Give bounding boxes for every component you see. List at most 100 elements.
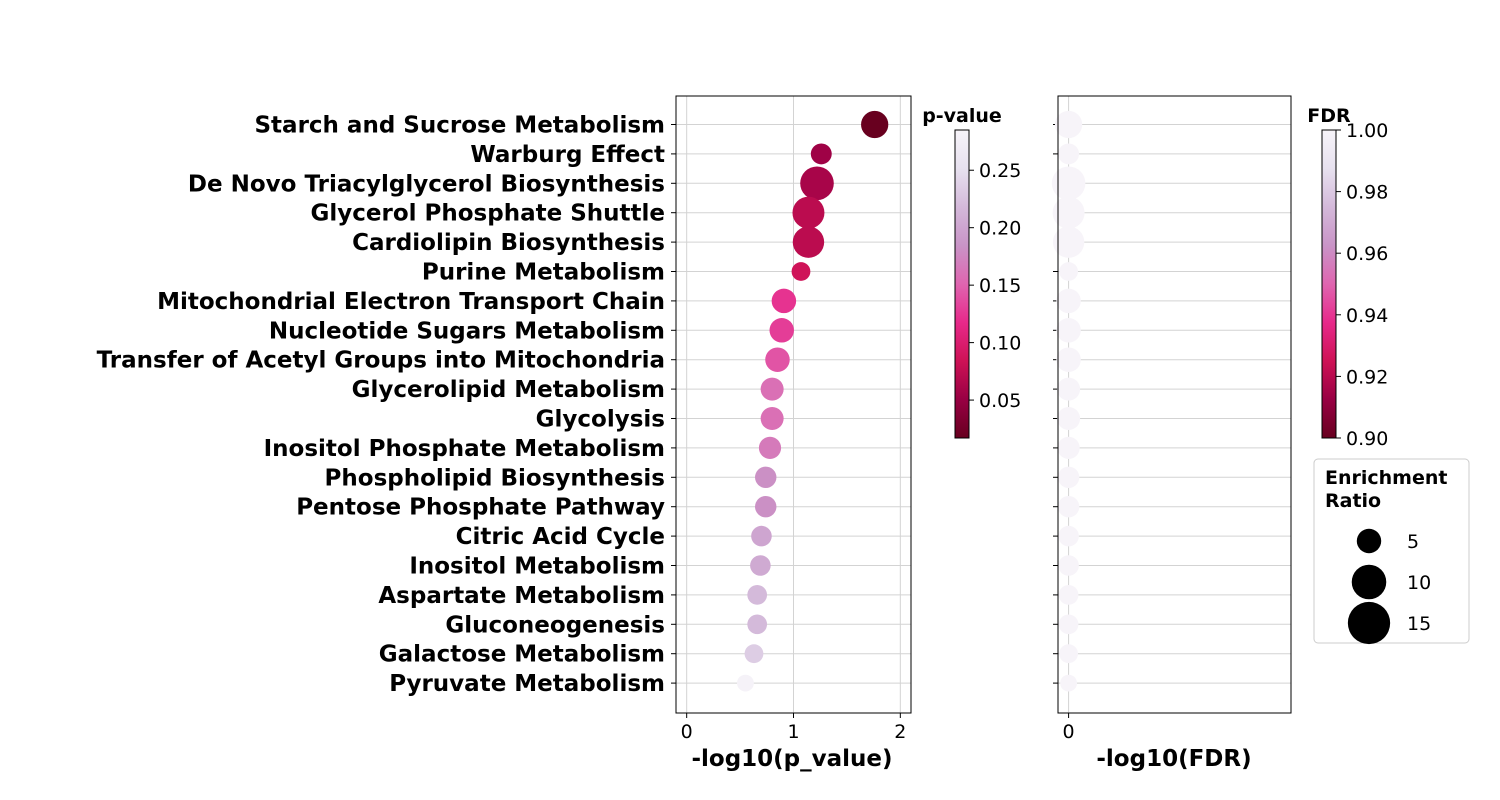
- pvalue-colorbar-tick-label: 0.20: [979, 218, 1021, 240]
- legend-size-label: 15: [1407, 613, 1431, 635]
- fdr-x-tick-label: 0: [1063, 721, 1075, 743]
- fdr-point: [1059, 262, 1078, 281]
- pvalue-point: [792, 226, 825, 258]
- category-label: Starch and Sucrose Metabolism: [254, 113, 665, 139]
- fdr-x-axis-label: -log10(FDR): [1096, 746, 1251, 772]
- pvalue-colorbar-tick-label: 0.05: [979, 390, 1021, 412]
- pvalue-colorbar-title: p-value: [922, 105, 1002, 127]
- fdr-point: [1057, 406, 1081, 431]
- fdr-x-ticks: 0: [1063, 713, 1075, 743]
- legend-size-marker: [1356, 528, 1382, 554]
- pvalue-point: [755, 495, 777, 518]
- category-label: Galactose Metabolism: [379, 642, 665, 668]
- fdr-colorbar-tick-label: 0.92: [1346, 366, 1388, 388]
- pvalue-x-tick-label: 2: [894, 721, 906, 743]
- legend-size-marker: [1347, 601, 1391, 645]
- legend-size-label: 10: [1407, 572, 1431, 594]
- fdr-panel-frame: [1057, 95, 1292, 714]
- fdr-colorbar-tick-label: 0.98: [1346, 182, 1388, 204]
- pvalue-point: [760, 377, 784, 401]
- pvalue-point: [760, 406, 784, 431]
- pvalue-point: [744, 644, 764, 664]
- pvalue-points: [737, 110, 889, 692]
- fdr-point: [1058, 143, 1080, 165]
- legend-size-marker: [1351, 564, 1387, 600]
- category-label: Citric Acid Cycle: [456, 524, 665, 550]
- category-label: Gluconeogenesis: [445, 612, 665, 638]
- pvalue-colorbar-gradient: [954, 129, 970, 439]
- pvalue-colorbar-ticks: 0.05 0.10 0.15 0.20 0.25: [969, 160, 1021, 412]
- category-label: De Novo Triacylglycerol Biosynthesis: [188, 171, 665, 197]
- fdr-point: [1057, 466, 1080, 489]
- legend-title-line1: Enrichment: [1325, 467, 1447, 489]
- category-label: Nucleotide Sugars Metabolism: [269, 318, 665, 344]
- fdr-point: [1056, 288, 1081, 314]
- category-label: Glycerolipid Metabolism: [352, 377, 665, 403]
- category-label: Inositol Phosphate Metabolism: [264, 436, 665, 462]
- pvalue-x-ticks: 0 1 2: [681, 713, 906, 743]
- pvalue-point: [861, 110, 889, 139]
- fdr-point: [1058, 585, 1079, 605]
- fdr-colorbar-gradient: [1321, 129, 1337, 439]
- fdr-point: [1057, 377, 1081, 401]
- category-label: Inositol Metabolism: [409, 554, 665, 580]
- category-label: Transfer of Acetyl Groups into Mitochond…: [97, 348, 665, 374]
- pvalue-point: [751, 525, 772, 547]
- fdr-point: [1060, 674, 1077, 692]
- fdr-colorbar-tick-label: 0.96: [1346, 243, 1388, 265]
- fdr-panel: 0 -log10(FDR): [1051, 95, 1292, 772]
- fdr-point: [1057, 436, 1080, 460]
- fdr-point: [1059, 644, 1078, 664]
- fdr-point: [1052, 226, 1085, 258]
- legend-title-line2: Ratio: [1325, 490, 1381, 512]
- category-label: Pyruvate Metabolism: [389, 671, 665, 697]
- fdr-point: [1058, 614, 1079, 635]
- pvalue-colorbar-tick-label: 0.25: [979, 160, 1021, 182]
- pvalue-point: [771, 288, 797, 314]
- pvalue-point: [792, 196, 825, 229]
- fdr-colorbar-ticks: 0.90 0.92 0.94 0.96 0.98 1.00: [1336, 120, 1388, 450]
- pvalue-point: [750, 555, 771, 576]
- fdr-point: [1058, 555, 1079, 576]
- pvalue-point: [765, 347, 790, 372]
- fdr-colorbar-tick-label: 0.94: [1346, 305, 1388, 327]
- enrichment-ratio-legend: Enrichment Ratio 5 10 15: [1313, 458, 1470, 645]
- pvalue-colorbar-tick-label: 0.15: [979, 275, 1021, 297]
- legend-box: [1313, 458, 1470, 644]
- pvalue-colorbar: p-value 0.05 0.10 0.15 0.20 0.25: [922, 105, 1021, 439]
- pvalue-point: [769, 318, 794, 343]
- pvalue-point: [747, 614, 768, 635]
- fdr-colorbar-title: FDR: [1307, 105, 1351, 127]
- category-labels: Starch and Sucrose Metabolism Warburg Eff…: [97, 113, 665, 698]
- category-label: Cardiolipin Biosynthesis: [352, 230, 665, 256]
- category-label: Aspartate Metabolism: [378, 583, 665, 609]
- fdr-point: [1054, 110, 1083, 139]
- pvalue-x-tick-label: 0: [681, 721, 693, 743]
- fdr-point: [1052, 196, 1085, 229]
- legend-size-label: 5: [1407, 531, 1419, 553]
- category-tick-marks: [671, 124, 676, 684]
- fdr-point: [1056, 318, 1081, 343]
- fdr-points: [1051, 110, 1086, 692]
- fdr-colorbar-tick-label: 1.00: [1346, 120, 1388, 142]
- pvalue-x-axis-label: -log10(p_value): [691, 746, 892, 772]
- category-label: Warburg Effect: [470, 142, 665, 168]
- fdr-panel-grid: [1058, 96, 1291, 713]
- category-label: Phospholipid Biosynthesis: [325, 465, 665, 491]
- category-label: Purine Metabolism: [422, 260, 665, 286]
- category-label: Mitochondrial Electron Transport Chain: [157, 289, 665, 315]
- category-label: Glycolysis: [536, 407, 665, 433]
- fdr-colorbar: FDR 0.90 0.92 0.94 0.96 0.98 1.00: [1307, 105, 1388, 450]
- fdr-point: [1051, 166, 1086, 201]
- pvalue-point: [747, 585, 768, 605]
- category-label: Pentose Phosphate Pathway: [296, 495, 665, 521]
- pvalue-point: [755, 466, 777, 489]
- pvalue-x-tick-label: 1: [787, 721, 799, 743]
- pvalue-point: [800, 166, 834, 201]
- pvalue-point: [791, 262, 811, 281]
- fdr-point: [1057, 495, 1080, 518]
- pvalue-panel: Starch and Sucrose Metabolism Warburg Eff…: [97, 95, 912, 772]
- fdr-point: [1058, 525, 1079, 547]
- fdr-colorbar-tick-label: 0.90: [1346, 428, 1388, 450]
